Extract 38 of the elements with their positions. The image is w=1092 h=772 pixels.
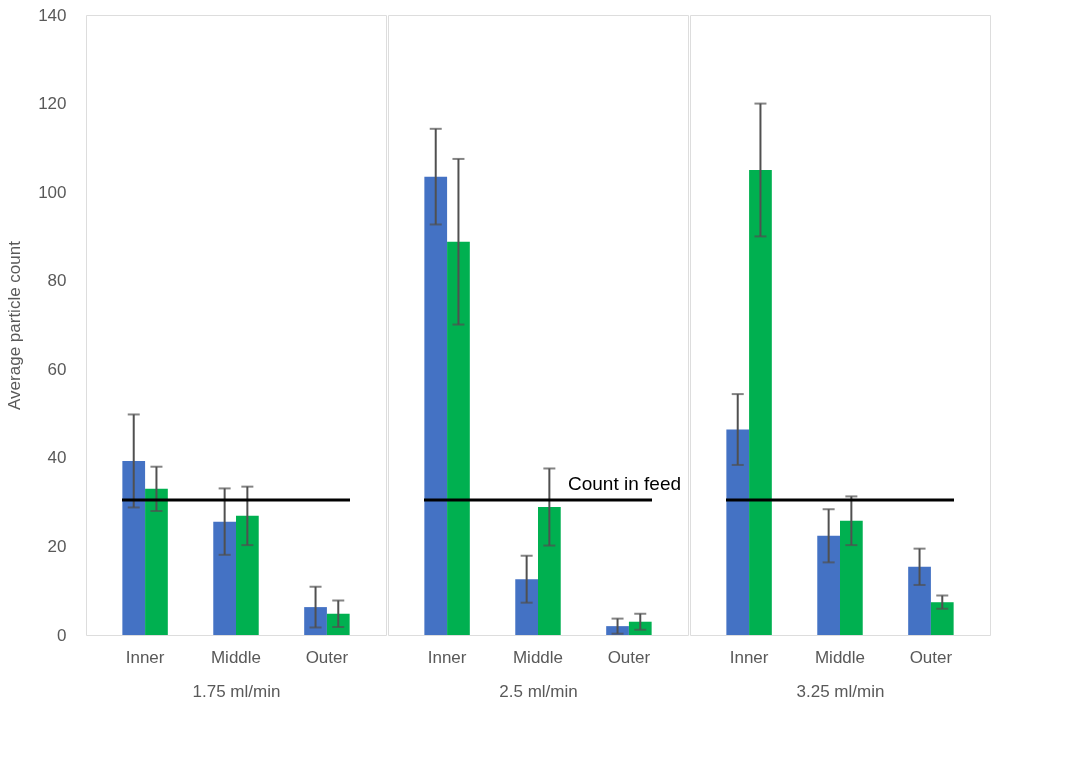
x-tick-label: Inner: [729, 647, 769, 667]
bar: [122, 460, 146, 635]
bar: [236, 515, 259, 635]
ref-line-label: Count in feed: [568, 472, 682, 494]
bar: [447, 241, 470, 635]
x-tick-label: Outer: [607, 647, 651, 667]
y-tick-label: 120: [38, 94, 67, 114]
y-tick-label: 80: [47, 271, 67, 291]
bar: [817, 535, 840, 635]
x-axis-title: 2.5 ml/min: [499, 681, 578, 701]
bar: [515, 579, 538, 635]
bar: [538, 507, 561, 635]
bar: [213, 521, 236, 635]
x-tick-label: Middle: [814, 647, 866, 667]
x-tick-label: Outer: [909, 647, 953, 667]
y-tick-label: 20: [47, 536, 67, 556]
bar: [930, 602, 954, 635]
bar: [840, 520, 863, 635]
x-tick-label: Middle: [210, 647, 262, 667]
y-tick-label: 0: [57, 625, 67, 645]
bar: [145, 488, 168, 635]
x-tick-label: Middle: [512, 647, 564, 667]
y-axis-title: Average particle count: [5, 240, 25, 410]
x-tick-label: Outer: [305, 647, 349, 667]
x-tick-label: Inner: [125, 647, 165, 667]
bar: [726, 429, 750, 635]
bar: [424, 176, 448, 635]
bar: [304, 607, 327, 635]
y-tick-label: 100: [38, 182, 67, 202]
bar: [908, 566, 931, 635]
x-tick-label: Inner: [427, 647, 467, 667]
bar: [749, 170, 772, 635]
y-tick-label: 140: [38, 5, 67, 25]
bar: [326, 613, 350, 635]
x-axis-title: 3.25 ml/min: [796, 681, 885, 701]
y-tick-label: 40: [47, 448, 67, 468]
y-tick-label: 60: [47, 359, 67, 379]
x-axis-title: 1.75 ml/min: [192, 681, 281, 701]
